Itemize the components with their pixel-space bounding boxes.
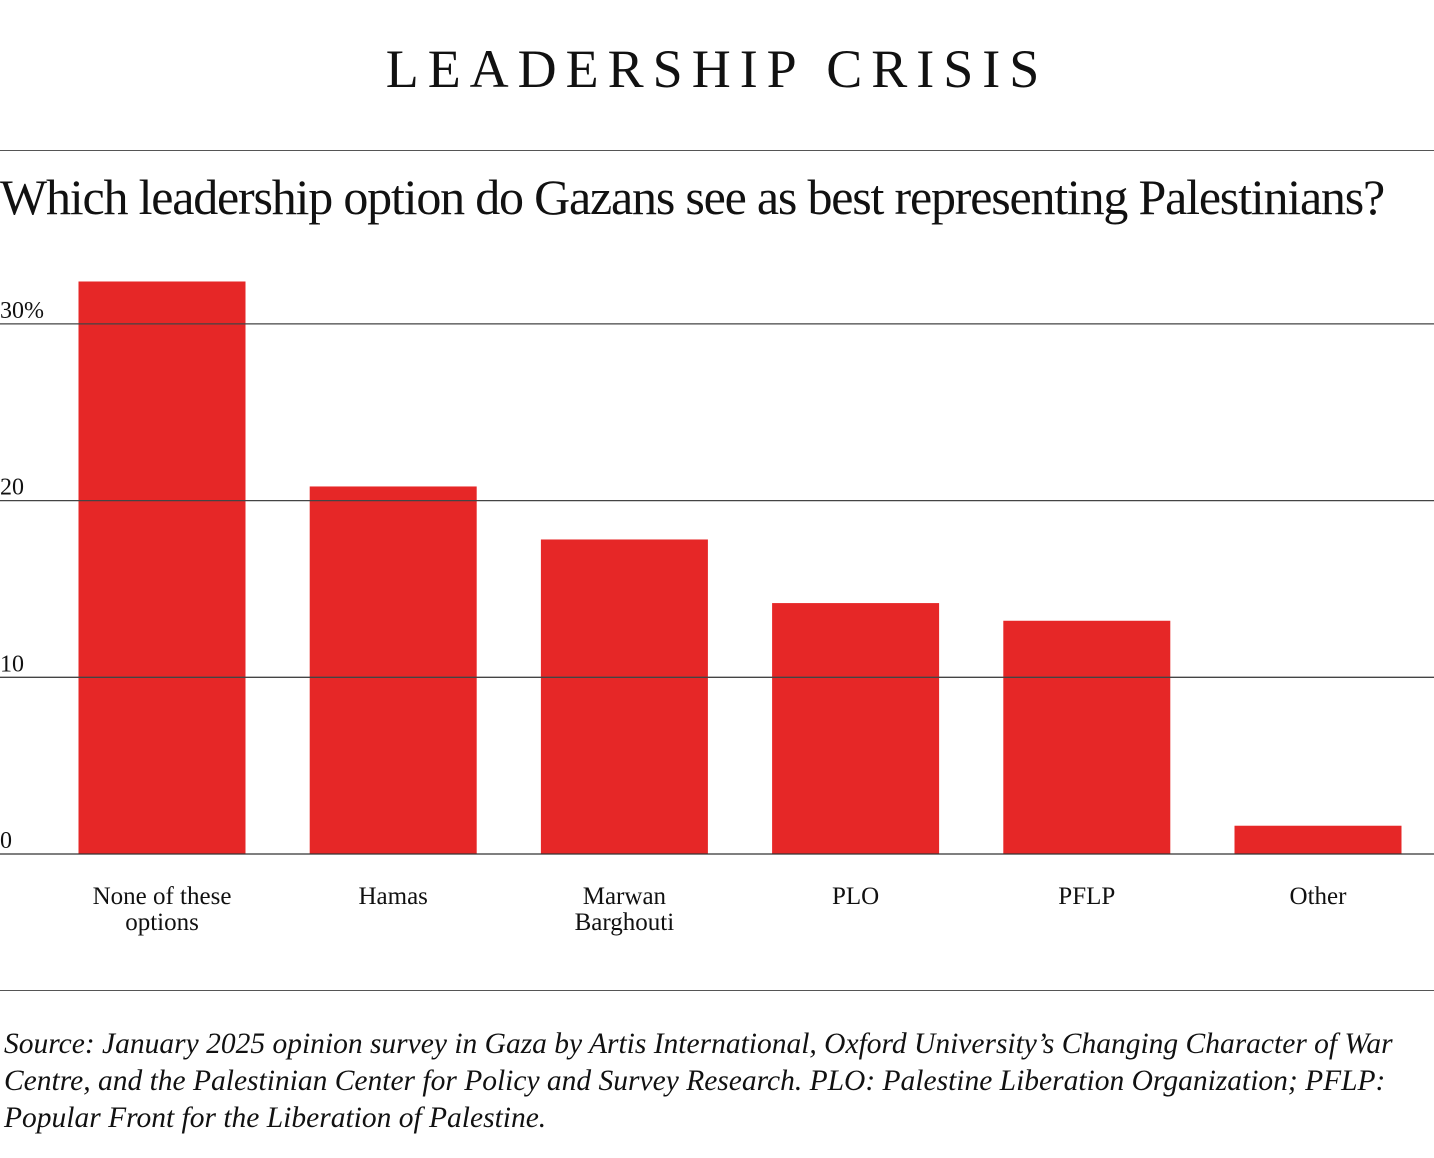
top-divider [0,150,1434,151]
chart-subtitle: Which leadership option do Gazans see as… [0,169,1385,225]
bar [772,603,940,854]
bar [309,486,477,854]
bar [78,281,246,854]
x-tick-label: None of these [93,883,232,910]
x-tick-label: PFLP [1058,883,1115,910]
x-tick-label: Other [1290,883,1348,910]
x-tick-label: Barghouti [575,909,675,936]
x-tick-label: options [125,909,199,936]
x-tick-label: Marwan [583,883,667,910]
bar [540,539,708,854]
bar [1234,825,1402,854]
y-tick-label: 20 [0,475,24,501]
x-tick-label: PLO [832,883,879,910]
y-tick-label: 30% [0,298,44,324]
y-tick-label: 10 [0,651,24,677]
bottom-divider [0,990,1434,991]
chart-header-title: LEADERSHIP CRISIS [385,39,1049,99]
source-note: Source: January 2025 opinion survey in G… [4,1028,1393,1134]
bar [1003,620,1171,854]
y-tick-label: 0 [0,828,12,854]
x-tick-label: Hamas [358,883,427,910]
